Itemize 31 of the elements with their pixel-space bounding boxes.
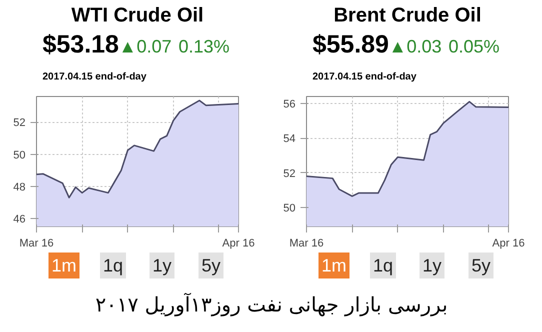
text: 2017.04.15 end-of-day xyxy=(42,72,147,82)
y-tick-label: 56 xyxy=(283,98,296,110)
text: 5y xyxy=(202,256,221,276)
text: 1m xyxy=(51,256,77,276)
y-tick-label: 50 xyxy=(283,202,296,214)
text: 2017.04.15 end-of-day xyxy=(312,72,417,82)
text: 1q xyxy=(372,256,394,276)
text: 0.05% xyxy=(448,36,500,56)
text: 1m xyxy=(321,256,347,276)
x-tick-label: Mar 16 xyxy=(19,238,54,250)
text: ▲0.03 xyxy=(388,36,442,56)
text: 1q xyxy=(102,256,124,276)
y-tick-label: 52 xyxy=(283,168,296,180)
y-tick-label: 52 xyxy=(13,117,26,130)
text: 5y xyxy=(472,256,491,276)
text: بررسی بازار جهانی نفت روز۱۳آوریل ۲۰۱۷ xyxy=(95,292,448,316)
text: 1y xyxy=(422,256,442,276)
x-tick-label: Mar 16 xyxy=(289,238,324,250)
y-tick-label: 50 xyxy=(13,149,26,162)
chart-title: Brent Crude Oil xyxy=(334,4,482,26)
text: $53.18 xyxy=(42,30,120,58)
y-tick-label: 48 xyxy=(13,181,26,194)
y-tick-label: 46 xyxy=(13,213,26,226)
text: ▲0.07 xyxy=(118,36,172,56)
text: 0.13% xyxy=(178,36,230,56)
x-tick-label: Apr 16 xyxy=(492,238,525,250)
x-tick-label: Apr 16 xyxy=(222,238,255,250)
chart-title: WTI Crude Oil xyxy=(71,4,204,26)
y-tick-label: 54 xyxy=(283,133,296,146)
text: 1y xyxy=(152,256,172,276)
text: $55.89 xyxy=(312,30,389,58)
